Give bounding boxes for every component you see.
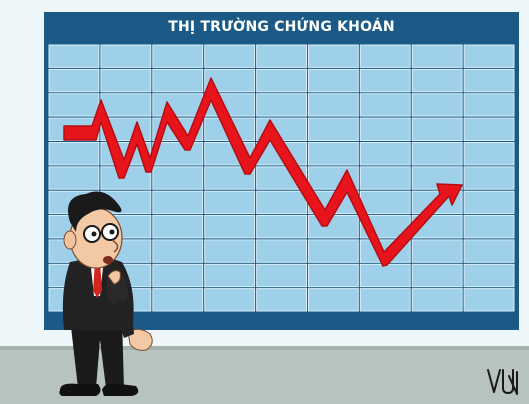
floor-edge bbox=[0, 346, 529, 350]
grid-cell bbox=[256, 93, 308, 117]
grid-cell bbox=[463, 68, 515, 93]
grid-cell bbox=[359, 68, 411, 93]
artist-signature bbox=[487, 369, 518, 395]
grid-cell bbox=[48, 44, 100, 68]
grid-cell bbox=[307, 117, 359, 141]
grid-cell bbox=[256, 215, 308, 239]
grid-cell bbox=[359, 166, 411, 190]
grid-cell bbox=[463, 142, 515, 166]
grid-cell bbox=[411, 117, 463, 141]
grid-cell bbox=[463, 190, 515, 215]
grid-cell bbox=[307, 142, 359, 166]
board-title: THỊ TRƯỜNG CHỨNG KHOÁN bbox=[168, 19, 395, 35]
grid-cell bbox=[204, 215, 256, 239]
grid-cell bbox=[204, 190, 256, 215]
grid-cell bbox=[463, 239, 515, 263]
grid-cell bbox=[463, 93, 515, 117]
grid-cell bbox=[204, 239, 256, 263]
grid-cell bbox=[411, 68, 463, 93]
grid-cell bbox=[48, 142, 100, 166]
grid-cell bbox=[48, 93, 100, 117]
worried-businessman bbox=[59, 191, 153, 396]
grid-cell bbox=[152, 44, 204, 68]
grid-cell bbox=[411, 142, 463, 166]
grid-cell bbox=[204, 44, 256, 68]
grid-cell bbox=[204, 288, 256, 312]
grid-cell bbox=[256, 68, 308, 93]
grid-cell bbox=[411, 288, 463, 312]
grid-cell bbox=[256, 44, 308, 68]
grid-cell bbox=[307, 68, 359, 93]
grid-cell bbox=[152, 215, 204, 239]
grid-cell bbox=[463, 117, 515, 141]
grid-cell bbox=[48, 68, 100, 93]
grid-cell bbox=[152, 142, 204, 166]
grid-cell bbox=[359, 263, 411, 288]
grid-cell bbox=[152, 166, 204, 190]
grid-cell bbox=[152, 68, 204, 93]
grid-cell bbox=[411, 263, 463, 288]
grid-cell bbox=[152, 263, 204, 288]
grid-cell bbox=[359, 117, 411, 141]
grid-cell bbox=[463, 44, 515, 68]
grid-cell bbox=[204, 166, 256, 190]
grid-cell bbox=[411, 239, 463, 263]
grid-cell bbox=[152, 288, 204, 312]
grid-cell bbox=[359, 93, 411, 117]
grid-cell bbox=[256, 288, 308, 312]
grid-cell bbox=[204, 68, 256, 93]
grid-cell bbox=[152, 190, 204, 215]
grid-cell bbox=[359, 190, 411, 215]
grid-cell bbox=[204, 263, 256, 288]
grid-cell bbox=[359, 44, 411, 68]
grid-cell bbox=[307, 215, 359, 239]
grid-cell bbox=[48, 166, 100, 190]
grid-cell bbox=[359, 288, 411, 312]
grid-cell bbox=[463, 215, 515, 239]
grid-cell bbox=[256, 190, 308, 215]
falling-market-arrow bbox=[63, 77, 463, 267]
board-title-bar bbox=[44, 12, 519, 42]
grid-cell bbox=[307, 44, 359, 68]
grid-cell bbox=[307, 288, 359, 312]
grid-cell bbox=[463, 166, 515, 190]
grid-cell bbox=[256, 239, 308, 263]
grid-cell bbox=[307, 239, 359, 263]
grid-cell bbox=[411, 44, 463, 68]
grid-cell bbox=[411, 93, 463, 117]
grid-cell bbox=[463, 288, 515, 312]
grid-cell bbox=[359, 142, 411, 166]
grid-cell bbox=[411, 166, 463, 190]
grid-cell bbox=[100, 68, 152, 93]
grid-cell bbox=[307, 93, 359, 117]
grid-cell bbox=[100, 44, 152, 68]
board-bottom-frame bbox=[44, 312, 519, 330]
grid-cell bbox=[100, 93, 152, 117]
grid-cell bbox=[307, 263, 359, 288]
grid-cell bbox=[256, 263, 308, 288]
grid-cell bbox=[152, 239, 204, 263]
grid-cell bbox=[152, 93, 204, 117]
grid-cell bbox=[463, 263, 515, 288]
